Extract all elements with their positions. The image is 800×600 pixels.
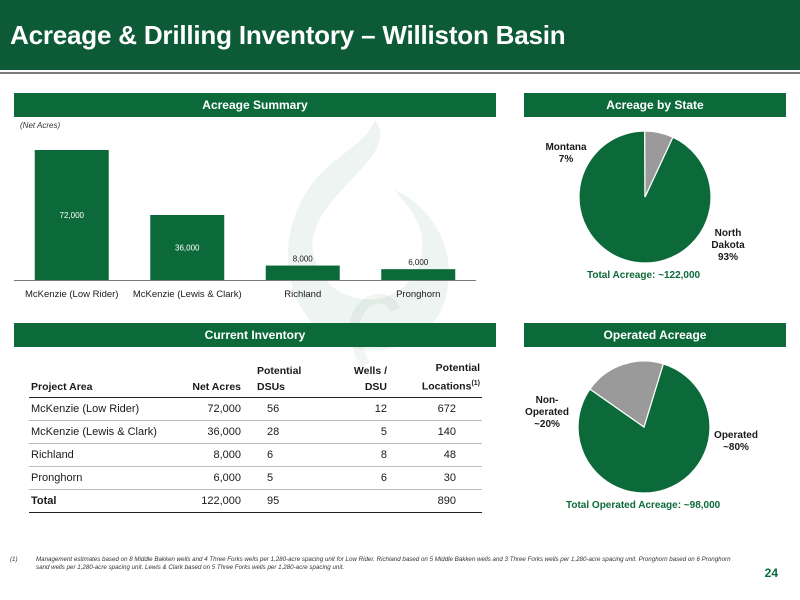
footnote-text: Management estimates based on 8 Middle B… <box>36 556 731 571</box>
cell-net-acres: 6,000 <box>177 466 243 490</box>
footnote-marker: (1) <box>10 556 18 563</box>
cell-dsus: 6 <box>243 443 315 467</box>
net-acres-note: (Net Acres) <box>20 121 61 130</box>
inventory-table: Project Area Net Acres Potential DSUs We… <box>29 360 482 513</box>
cell-project: McKenzie (Lewis & Clark) <box>29 420 177 444</box>
banner-acreage-summary: Acreage Summary <box>14 93 496 117</box>
category-label-1: McKenzie (Lewis & Clark) <box>133 289 242 300</box>
header-potential-dsus: Potential DSUs <box>243 360 315 398</box>
title-divider <box>0 72 800 74</box>
total-operated-acreage-label: Total Operated Acreage: ~98,000 <box>566 500 721 511</box>
banner-acreage-by-state: Acreage by State <box>524 93 786 117</box>
cell-locations: 672 <box>389 397 482 421</box>
title-bar: Acreage & Drilling Inventory – Williston… <box>0 0 800 70</box>
cell-dsus: 28 <box>243 420 315 444</box>
flame-watermark-icon <box>287 120 449 368</box>
acreage-bar-chart: 72,000 McKenzie (Low Rider) 36,000 McKenzie… <box>14 150 476 300</box>
banner-current-inventory: Current Inventory <box>14 323 496 347</box>
cell-total-wells <box>315 488 389 513</box>
bar-0 <box>34 150 109 280</box>
header-wells-per-dsu: Wells / DSU <box>315 360 389 398</box>
cell-locations: 48 <box>389 443 482 467</box>
cell-project: McKenzie (Low Rider) <box>29 397 177 421</box>
cell-total-label: Total <box>29 488 177 513</box>
table-row: Richland 8,000 6 8 48 <box>29 443 482 467</box>
state-pie-slice-montana <box>644 130 674 198</box>
bar-3 <box>381 269 456 280</box>
operated-acreage-pie <box>577 360 711 494</box>
cell-locations: 140 <box>389 420 482 444</box>
cell-wells: 5 <box>315 420 389 444</box>
cell-project: Richland <box>29 443 177 467</box>
cell-dsus: 5 <box>243 466 315 490</box>
table-row: McKenzie (Lewis & Clark) 36,000 28 5 140 <box>29 420 482 444</box>
bar-1 <box>150 215 225 280</box>
operated-pie-slice-non-operated <box>589 360 665 428</box>
category-label-0: McKenzie (Low Rider) <box>25 289 118 300</box>
table-header-row: Project Area Net Acres Potential DSUs We… <box>29 360 482 398</box>
category-label-3: Pronghorn <box>396 289 440 300</box>
cell-wells: 12 <box>315 397 389 421</box>
cell-project: Pronghorn <box>29 466 177 490</box>
category-label-2: Richland <box>284 289 321 300</box>
bar-value-label-3: 6,000 <box>408 258 429 267</box>
cell-total-dsus: 95 <box>243 488 315 513</box>
cell-wells: 6 <box>315 466 389 490</box>
pie-label-north-dakota: North Dakota 93% <box>711 228 745 263</box>
pie-label-non-operated: Non- Operated ~20% <box>525 395 569 430</box>
banner-operated-acreage: Operated Acreage <box>524 323 786 347</box>
cell-dsus: 56 <box>243 397 315 421</box>
cell-net-acres: 36,000 <box>177 420 243 444</box>
page-title: Acreage & Drilling Inventory – Williston… <box>10 20 566 50</box>
page-number: 24 <box>764 566 778 580</box>
footnote: (1) Management estimates based on 8 Midd… <box>10 556 736 572</box>
header-net-acres: Net Acres <box>177 360 243 398</box>
bar-value-label-2: 8,000 <box>293 255 314 264</box>
table-row: McKenzie (Low Rider) 72,000 56 12 672 <box>29 397 482 421</box>
cell-total-locations: 890 <box>389 488 482 513</box>
cell-locations: 30 <box>389 466 482 490</box>
acreage-by-state-pie <box>578 130 712 264</box>
table-row: Pronghorn 6,000 5 6 30 <box>29 466 482 490</box>
header-potential-locations: Potential Locations(1) <box>389 360 482 398</box>
cell-total-net-acres: 122,000 <box>177 488 243 513</box>
total-acreage-label: Total Acreage: ~122,000 <box>587 270 701 281</box>
bar-2 <box>265 265 340 280</box>
cell-wells: 8 <box>315 443 389 467</box>
pie-label-montana: Montana 7% <box>545 142 587 165</box>
bar-value-label-1: 36,000 <box>175 244 200 253</box>
header-project-area: Project Area <box>29 360 177 398</box>
table-total-row: Total 122,000 95 890 <box>29 488 482 513</box>
bar-value-label-0: 72,000 <box>60 211 85 220</box>
cell-net-acres: 72,000 <box>177 397 243 421</box>
cell-net-acres: 8,000 <box>177 443 243 467</box>
operated-pie-slice-operated <box>577 363 711 494</box>
pie-label-operated: Operated ~80% <box>714 430 758 453</box>
